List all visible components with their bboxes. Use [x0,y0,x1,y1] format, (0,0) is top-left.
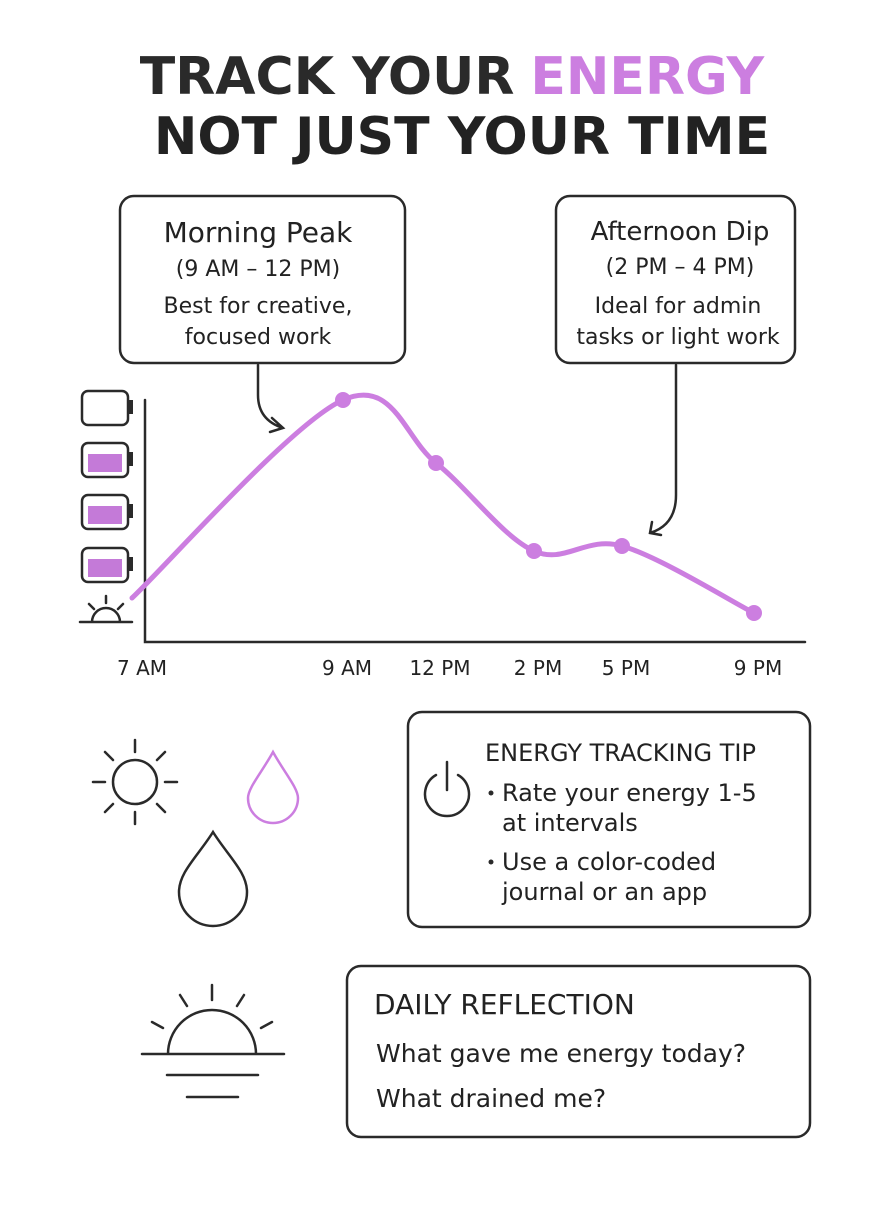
data-point [526,543,542,559]
power-icon [423,760,471,818]
tip-item: at intervals [502,809,638,837]
callout-text: tasks or light work [576,325,780,350]
x-tick-label: 9 AM [322,656,372,680]
reflection-title: DAILY REFLECTION [374,988,635,1021]
callout-text: focused work [185,325,332,350]
callout-time: (2 PM – 4 PM) [606,255,755,280]
x-tick-label: 2 PM [514,656,562,680]
callout-box [554,194,797,365]
reflection-question: What gave me energy today? [376,1039,746,1068]
data-point [428,455,444,471]
x-tick-label: 9 PM [734,656,782,680]
energy-line [129,392,757,616]
title-line-2: NOT JUST YOUR TIME [154,107,770,167]
data-point [614,538,630,554]
title-highlight: ENERGY [530,47,765,107]
bullet [488,790,494,796]
tip-item: Rate your energy 1-5 [502,779,757,807]
tip-item: Use a color-coded [502,848,716,876]
tip-box [406,710,812,929]
data-point [746,605,762,621]
callout-arrow [648,363,678,537]
title-prefix: TRACK YOUR [140,47,515,107]
battery-icons [78,389,134,624]
tip-title: ENERGY TRACKING TIP [485,739,756,767]
data-point [335,392,351,408]
callout-title: Morning Peak [164,216,354,249]
weather-icons [91,738,300,928]
x-tick-label: 5 PM [602,656,650,680]
title-line-1: TRACK YOUR ENERGY [140,47,766,107]
sunset-icon [140,983,286,1099]
x-tick-label: 12 PM [409,656,470,680]
tip-item: journal or an app [501,878,707,906]
callout-box [118,194,407,365]
axes [143,398,807,644]
reflection-question: What drained me? [376,1084,606,1113]
x-tick-label: 7 AM [117,656,167,680]
callout-text: Best for creative, [164,294,353,319]
callout-title: Afternoon Dip [591,217,770,247]
reflection-box [345,964,812,1139]
callout-text: Ideal for admin [595,294,762,319]
callout-arrow [256,363,286,434]
bullet [488,859,494,865]
callout-time: (9 AM – 12 PM) [176,257,340,282]
energy-chart: 7 AM 9 AM 12 PM 2 PM 5 PM 9 PM [117,392,782,680]
